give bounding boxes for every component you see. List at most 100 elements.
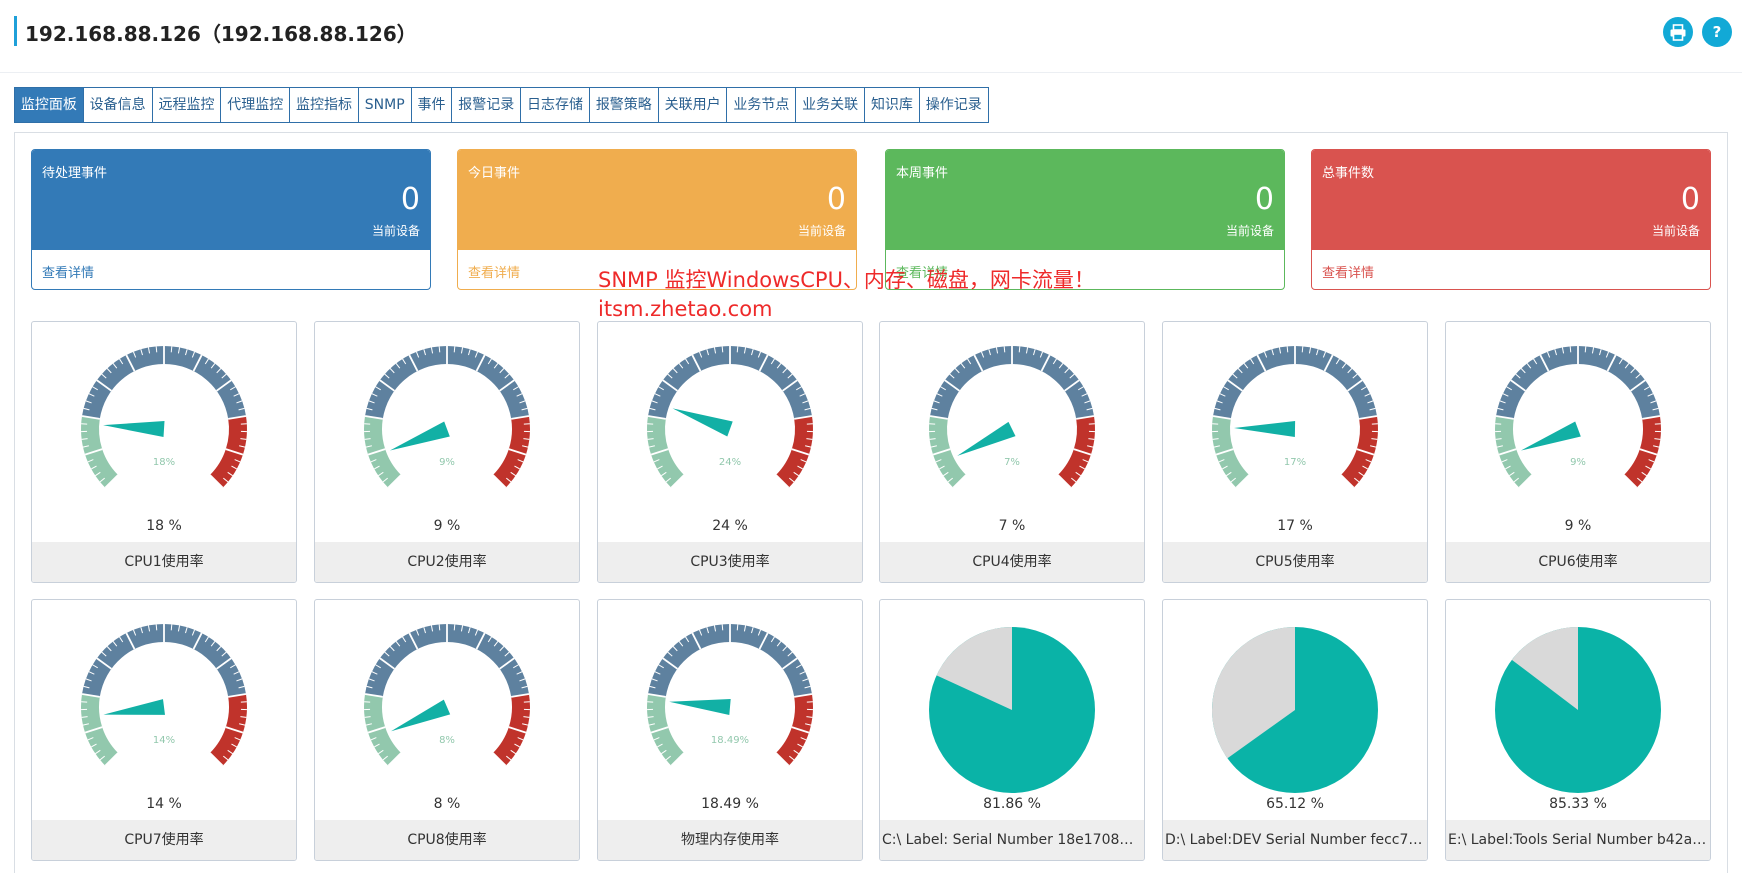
gauge-band-high [210,416,247,488]
gauge-card: 18%18 %CPU1使用率 [31,321,297,583]
tab-2[interactable]: 远程监控 [152,88,221,122]
tab-14[interactable]: 操作记录 [919,88,988,122]
gauge-chart: 9% [1446,322,1710,522]
stat-sub: 当前设备 [1226,222,1274,239]
gauge-value: 9 % [315,518,579,534]
gauge-value: 9 % [1446,518,1710,534]
gauge-band-low [647,694,684,766]
gauge-tick [156,346,157,352]
gauge-chart: 18.49% [598,600,862,800]
tab-8[interactable]: 日志存储 [520,88,589,122]
metric-name: CPU2使用率 [315,542,579,582]
gauge-band-high [493,694,530,766]
stat-value: 0 [401,182,420,217]
title-accent-bar [14,16,17,46]
view-details-link[interactable]: 查看详情 [1322,262,1374,281]
gauge-value: 14 % [32,796,296,812]
pie-value: 85.33 % [1446,796,1710,812]
gauge-tick [454,346,455,352]
gauge-tick [454,624,455,630]
gauge-chart: 24% [598,322,862,522]
gauge-center-label: 9% [439,457,455,468]
gauge-center-label: 14% [153,735,175,746]
gauge-center-label: 17% [1284,457,1306,468]
gauge-band-low [81,694,118,766]
pie-value: 65.12 % [1163,796,1427,812]
stat-sub: 当前设备 [1652,222,1700,239]
disk-name: E:\ Label:Tools Serial Number b42a07... [1446,820,1710,860]
metric-name: CPU4使用率 [880,542,1144,582]
print-button[interactable] [1663,17,1693,47]
tab-7[interactable]: 报警记录 [451,88,520,122]
gauge-needle [957,422,1015,456]
gauge-needle [1521,422,1581,451]
gauge-band-low [1495,416,1532,488]
gauge-band-low [647,416,684,488]
gauge-value: 24 % [598,518,862,534]
gauge-tick [1570,346,1571,352]
disk-card: 65.12 % D:\ Label:DEV Serial Number fecc7… [1162,599,1428,861]
tab-0[interactable]: 监控面板 [15,88,83,122]
metric-name: CPU3使用率 [598,542,862,582]
disk-name: D:\ Label:DEV Serial Number fecc7ed... [1163,820,1427,860]
gauge-chart: 18% [32,322,296,522]
pie-value: 81.86 % [880,796,1144,812]
gauge-card: 8%8 %CPU8使用率 [314,599,580,861]
gauge-chart: 8% [315,600,579,800]
tab-5[interactable]: SNMP [358,88,411,122]
view-details-link[interactable]: 查看详情 [42,262,94,281]
tab-12[interactable]: 业务关联 [795,88,864,122]
stat-label: 今日事件 [468,162,520,181]
printer-icon [1663,17,1693,47]
gauge-tick [737,346,738,352]
metric-name: CPU6使用率 [1446,542,1710,582]
gauge-center-label: 7% [1004,457,1020,468]
gauge-center-label: 8% [439,735,455,746]
gauge-value: 17 % [1163,518,1427,534]
gauge-band-high [1341,416,1378,488]
tab-4[interactable]: 监控指标 [289,88,358,122]
page-title: 192.168.88.126（192.168.88.126） [25,18,417,47]
tab-3[interactable]: 代理监控 [220,88,289,122]
gauge-band-high [776,416,813,488]
gauge-chart: 7% [880,322,1144,522]
stat-label: 总事件数 [1322,162,1374,181]
gauge-band-low [929,416,966,488]
gauge-band-high [1058,416,1095,488]
gauge-value: 8 % [315,796,579,812]
gauge-card: 17%17 %CPU5使用率 [1162,321,1428,583]
tab-1[interactable]: 设备信息 [83,88,152,122]
pie-chart [1446,600,1710,800]
gauge-tick [1004,346,1005,352]
pie-chart [1163,600,1427,800]
gauge-needle [673,408,733,436]
gauge-card: 24% 24 % CPU3使用率 [597,321,863,583]
gauge-center-label: 24% [719,457,741,468]
gauge-value: 18.49 % [598,796,862,812]
view-details-link[interactable]: 查看详情 [468,262,520,281]
gauge-tick [156,624,157,630]
tab-6[interactable]: 事件 [411,88,452,122]
gauge-band-low [1212,416,1249,488]
disk-name: C:\ Label: Serial Number 18e1708e使... [880,820,1144,860]
metric-name: CPU7使用率 [32,820,296,860]
tab-10[interactable]: 关联用户 [658,88,727,122]
stat-value: 0 [1255,182,1274,217]
help-button[interactable]: ? [1702,17,1732,47]
tab-11[interactable]: 业务节点 [726,88,795,122]
gauge-chart: 14% [32,600,296,800]
tab-13[interactable]: 知识库 [864,88,919,122]
gauge-band-high [493,416,530,488]
gauge-chart: 9% [315,322,579,522]
gauge-needle [103,421,164,437]
watermark-line-2: itsm.zhetao.com [598,295,1095,324]
gauge-needle [390,422,450,451]
tab-9[interactable]: 报警策略 [589,88,658,122]
